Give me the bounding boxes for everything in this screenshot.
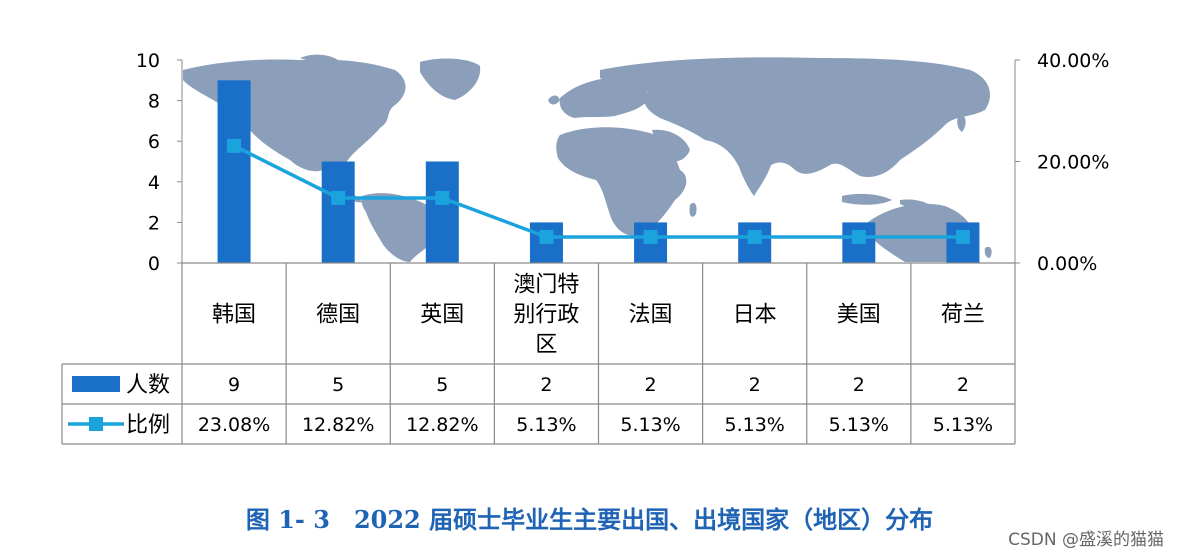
bar-人数-英国 xyxy=(426,162,459,264)
category-label: 区 xyxy=(535,333,557,358)
line-point-法国 xyxy=(644,230,658,244)
line-point-英国 xyxy=(435,191,449,205)
legend-label-比例: 比例 xyxy=(126,413,170,438)
category-label: 英国 xyxy=(420,303,464,328)
data-label-人数: 2 xyxy=(645,374,657,396)
watermark: CSDN @盛溪的猫猫 xyxy=(1008,525,1164,550)
y-left-tick-label: 4 xyxy=(148,172,160,194)
y-left-tick-label: 0 xyxy=(148,253,160,275)
data-label-比例: 5.13% xyxy=(516,414,576,436)
data-label-比例: 12.82% xyxy=(302,414,374,436)
category-label: 别行政 xyxy=(513,303,579,328)
data-label-人数: 2 xyxy=(853,374,865,396)
data-label-比例: 12.82% xyxy=(406,414,478,436)
data-label-比例: 5.13% xyxy=(620,414,680,436)
bar-人数-韩国 xyxy=(218,80,251,263)
category-label: 法国 xyxy=(629,303,673,328)
data-label-比例: 5.13% xyxy=(725,414,785,436)
category-label: 德国 xyxy=(316,303,360,328)
data-label-人数: 9 xyxy=(228,374,240,396)
data-label-比例: 23.08% xyxy=(198,414,270,436)
data-label-人数: 5 xyxy=(436,374,448,396)
data-label-人数: 2 xyxy=(749,374,761,396)
bar-人数-德国 xyxy=(322,162,355,264)
data-label-人数: 5 xyxy=(332,374,344,396)
line-point-日本 xyxy=(748,230,762,244)
data-label-人数: 2 xyxy=(957,374,969,396)
category-label: 澳门特 xyxy=(513,273,579,298)
legend-key-人数 xyxy=(72,376,120,392)
line-point-澳门特别行政区 xyxy=(539,230,553,244)
y-right-tick-label: 40.00% xyxy=(1037,50,1109,72)
y-right-tick-label: 20.00% xyxy=(1037,152,1109,174)
line-point-美国 xyxy=(852,230,866,244)
category-label: 美国 xyxy=(837,303,881,328)
figure-caption: 图 1- 3 2022 届硕士毕业生主要出国、出境国家（地区）分布 xyxy=(0,500,1179,535)
y-left-tick-label: 8 xyxy=(148,91,160,113)
category-label: 韩国 xyxy=(212,303,256,328)
y-left-tick-label: 2 xyxy=(148,212,160,234)
legend-key-marker-比例 xyxy=(89,417,103,431)
y-right-tick-label: 0.00% xyxy=(1037,253,1097,275)
y-left-tick-label: 10 xyxy=(136,50,160,72)
category-label: 日本 xyxy=(733,303,777,328)
category-label: 荷兰 xyxy=(941,303,985,328)
line-point-荷兰 xyxy=(956,230,970,244)
data-label-比例: 5.13% xyxy=(829,414,889,436)
line-point-德国 xyxy=(331,191,345,205)
line-point-韩国 xyxy=(227,139,241,153)
data-label-比例: 5.13% xyxy=(933,414,993,436)
y-left-tick-label: 6 xyxy=(148,131,160,153)
data-label-人数: 2 xyxy=(540,374,552,396)
legend-label-人数: 人数 xyxy=(126,373,170,398)
